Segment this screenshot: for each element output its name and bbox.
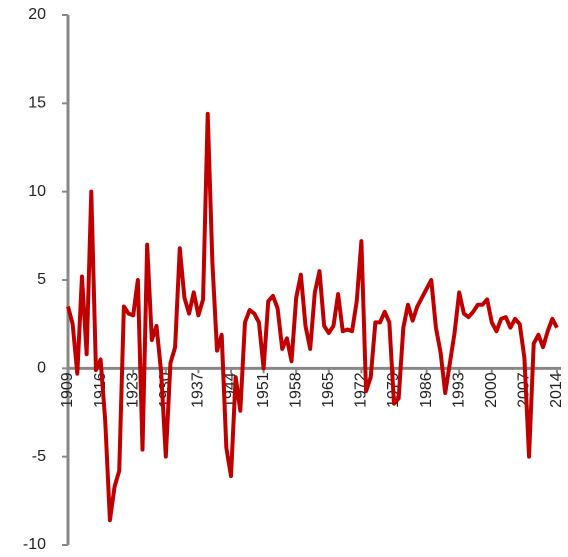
x-tick-label: 2014 xyxy=(548,372,565,408)
y-tick-label: 5 xyxy=(37,271,46,288)
y-tick-label: 20 xyxy=(28,6,46,23)
x-tick-label: 1951 xyxy=(255,372,272,408)
x-tick-label: 1937 xyxy=(190,372,207,408)
data-line xyxy=(66,111,559,523)
x-tick-label: 1923 xyxy=(124,372,141,408)
y-tick-label: -10 xyxy=(23,536,46,553)
x-tick-label: 1965 xyxy=(320,372,337,408)
y-tick-label: 10 xyxy=(28,183,46,200)
x-tick-label: 1993 xyxy=(450,372,467,408)
x-tick-label: 1986 xyxy=(418,372,435,408)
y-tick-label: 15 xyxy=(28,95,46,112)
y-tick-label: 0 xyxy=(37,360,46,377)
x-tick-label: 1909 xyxy=(59,372,76,408)
x-tick-label: 1958 xyxy=(287,372,304,408)
y-tick-label: -5 xyxy=(32,448,46,465)
x-tick-label: 2000 xyxy=(483,372,500,408)
